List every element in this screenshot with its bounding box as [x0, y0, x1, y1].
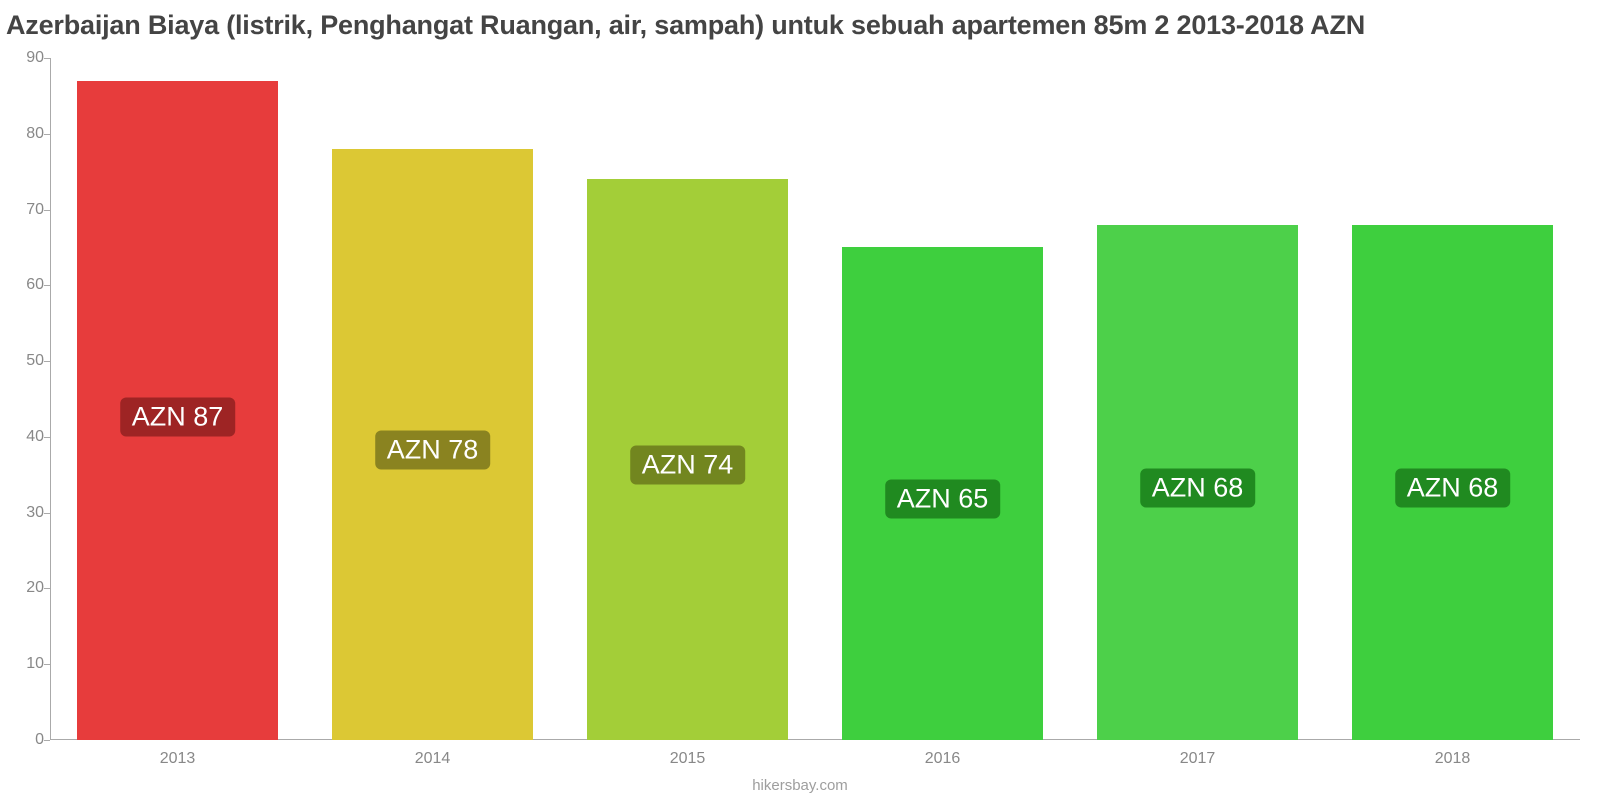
bar-value-label: AZN 68: [1140, 468, 1256, 507]
y-tick-label: 30: [0, 504, 44, 522]
y-tick-label: 60: [0, 276, 44, 294]
y-tick-label: 0: [0, 731, 44, 749]
bar-chart: Azerbaijan Biaya (listrik, Penghangat Ru…: [0, 0, 1600, 800]
y-tick-label: 80: [0, 125, 44, 143]
y-tick-label: 90: [0, 49, 44, 67]
y-tick-label: 10: [0, 655, 44, 673]
plot-area: 0102030405060708090 AZN 872013AZN 782014…: [50, 58, 1580, 740]
bars-container: AZN 872013AZN 782014AZN 742015AZN 652016…: [50, 58, 1580, 740]
bar-value-label: AZN 68: [1395, 468, 1511, 507]
x-tick-label: 2015: [670, 750, 706, 768]
bar-slot: AZN 652016: [815, 58, 1070, 740]
bar-value-label: AZN 65: [885, 479, 1001, 518]
y-tick-label: 70: [0, 201, 44, 219]
bar: AZN 87: [77, 81, 278, 740]
watermark: hikersbay.com: [752, 777, 848, 794]
bar-slot: AZN 682017: [1070, 58, 1325, 740]
bar-slot: AZN 782014: [305, 58, 560, 740]
bar: AZN 65: [842, 247, 1043, 740]
x-tick-label: 2016: [925, 750, 961, 768]
x-tick-label: 2017: [1180, 750, 1216, 768]
bar: AZN 68: [1352, 225, 1553, 740]
chart-title: Azerbaijan Biaya (listrik, Penghangat Ru…: [0, 0, 1600, 41]
bar-value-label: AZN 74: [630, 446, 746, 485]
bar-slot: AZN 682018: [1325, 58, 1580, 740]
bar-value-label: AZN 87: [120, 397, 236, 436]
bar: AZN 74: [587, 179, 788, 740]
y-tick-mark: [44, 740, 50, 741]
bar: AZN 68: [1097, 225, 1298, 740]
x-tick-label: 2018: [1435, 750, 1471, 768]
y-tick-label: 20: [0, 579, 44, 597]
bar-slot: AZN 742015: [560, 58, 815, 740]
bar-slot: AZN 872013: [50, 58, 305, 740]
bar-value-label: AZN 78: [375, 431, 491, 470]
x-tick-label: 2013: [160, 750, 196, 768]
y-tick-label: 40: [0, 428, 44, 446]
x-tick-label: 2014: [415, 750, 451, 768]
y-tick-label: 50: [0, 352, 44, 370]
bar: AZN 78: [332, 149, 533, 740]
